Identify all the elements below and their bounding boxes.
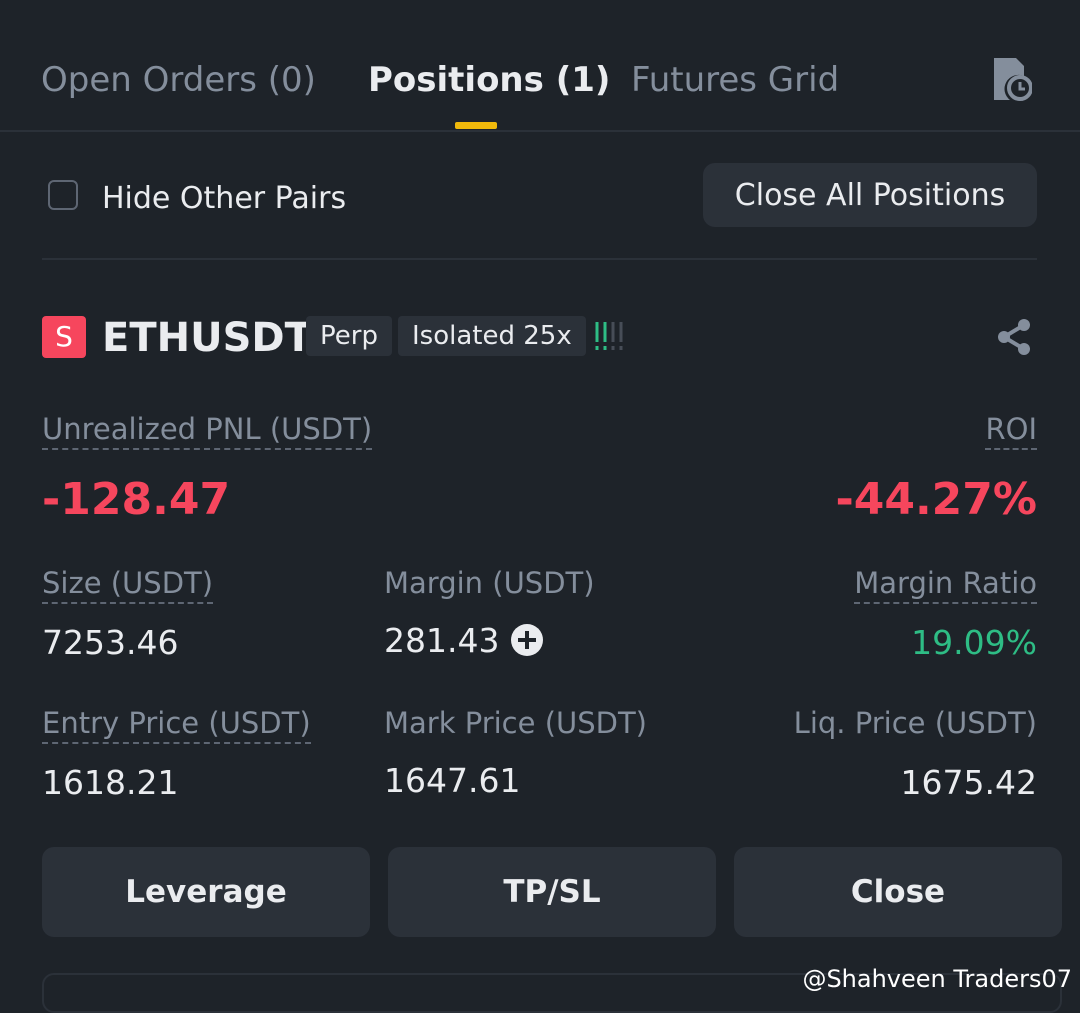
tab[interactable]: Positions (1) (368, 60, 611, 100)
roi-value: -44.27% (835, 474, 1037, 525)
field-value: 1675.42 (900, 763, 1037, 802)
action-button[interactable]: TP/SL (388, 847, 716, 937)
tag: Isolated 25x (398, 316, 586, 356)
close-all-button[interactable]: Close All Positions (703, 163, 1037, 227)
history-icon[interactable] (990, 56, 1032, 102)
action-button[interactable]: Leverage (42, 847, 370, 937)
pnl-value: -128.47 (42, 474, 231, 525)
tab[interactable]: Futures Grid (631, 60, 840, 100)
field-value: 1647.61 (384, 761, 521, 800)
share-icon[interactable] (996, 318, 1032, 356)
add-margin-icon[interactable] (510, 623, 544, 657)
field-value: 1618.21 (42, 763, 179, 802)
divider (42, 258, 1037, 260)
risk-indicator (595, 322, 623, 350)
field-value: 281.43 (384, 621, 500, 660)
pnl-label: Unrealized PNL (USDT) (42, 410, 373, 450)
field-label: Size (USDT) (42, 564, 214, 604)
roi-label: ROI (985, 410, 1037, 450)
field-label: Entry Price (USDT) (42, 704, 311, 744)
tag: Perp (306, 316, 392, 356)
tab[interactable]: Open Orders (0) (41, 60, 316, 100)
field-label: Margin (USDT) (384, 566, 595, 600)
symbol: ETHUSDT (102, 315, 312, 361)
watermark: @Shahveen Traders07 (802, 965, 1072, 993)
action-button[interactable]: Close (734, 847, 1062, 937)
tab-indicator (455, 122, 497, 129)
field-value: 7253.46 (42, 623, 179, 662)
field-value: 19.09% (911, 623, 1037, 662)
field-label: Margin Ratio (854, 564, 1037, 604)
checkbox-label: Hide Other Pairs (102, 181, 347, 216)
checkbox[interactable] (48, 180, 78, 210)
divider (0, 130, 1080, 132)
side-badge: S (42, 316, 86, 358)
field-label: Mark Price (USDT) (384, 706, 647, 740)
field-label: Liq. Price (USDT) (793, 706, 1037, 740)
